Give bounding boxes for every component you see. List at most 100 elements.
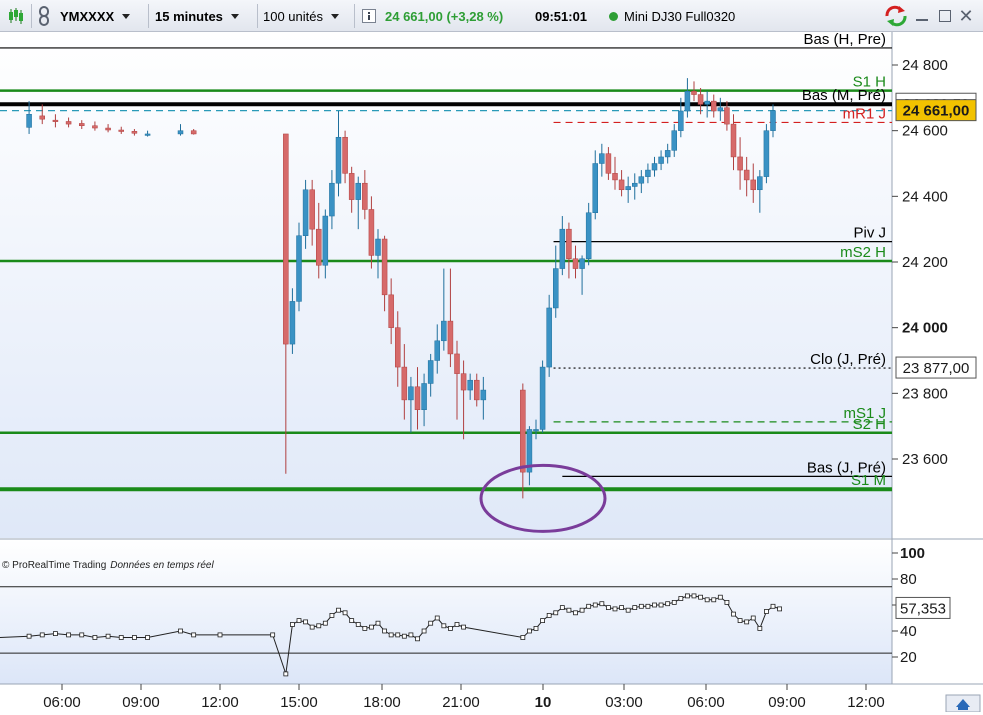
candle — [757, 170, 763, 213]
candle-body — [684, 91, 691, 112]
indicator-point — [349, 618, 355, 623]
candle-body — [671, 130, 677, 151]
candle — [348, 166, 355, 213]
candle-body — [757, 176, 763, 191]
candle-body — [599, 153, 605, 164]
info-icon[interactable] — [362, 4, 376, 28]
symbol-selector[interactable]: YMXXXX — [60, 4, 131, 28]
candle-body — [381, 238, 388, 296]
candle-body — [480, 389, 487, 401]
price-tick-label: 23 600 — [902, 451, 948, 468]
units-selector[interactable]: 100 unités — [263, 4, 339, 28]
candle — [684, 78, 691, 118]
time-tick-label: 09:00 — [122, 694, 160, 711]
level-label: Clo (J, Pré) — [810, 351, 886, 368]
price-tick-label: 24 600 — [902, 123, 948, 140]
indicator-point — [118, 635, 124, 640]
candle — [717, 97, 724, 121]
candle — [605, 147, 612, 180]
candle — [39, 104, 45, 125]
indicator-point — [685, 593, 690, 599]
time-axis[interactable]: 06:00 09:00 12:00 15:00 18:00 21:00 10 03:00 06:… — [43, 684, 885, 711]
candle-body — [704, 100, 710, 105]
candle-body — [645, 169, 651, 177]
close-icon[interactable]: ✕ — [958, 5, 974, 26]
candle-body — [553, 268, 559, 309]
candle-body — [618, 179, 625, 191]
time-tick-label: 10 — [535, 694, 552, 711]
candle — [388, 278, 394, 345]
level-label: mS2 H — [840, 244, 886, 261]
minimize-icon[interactable] — [912, 6, 932, 26]
candle-body — [368, 209, 375, 256]
timeframe-selector[interactable]: 15 minutes — [155, 4, 239, 28]
candle — [711, 94, 717, 118]
candle-body — [401, 366, 408, 401]
status-dot-icon — [608, 4, 618, 28]
candle-body — [592, 163, 598, 213]
chart-type-icon[interactable] — [4, 4, 28, 28]
time-tick-label: 03:00 — [605, 694, 643, 711]
indicator-point — [625, 607, 631, 613]
indicator-point — [296, 618, 302, 623]
indicator-point — [421, 628, 427, 634]
indicator-point — [336, 607, 341, 613]
indicator-point — [441, 623, 447, 629]
chevron-down-icon — [122, 13, 131, 19]
indicator-point — [290, 622, 295, 627]
scroll-up-button[interactable] — [945, 694, 981, 713]
indicator-point — [540, 618, 545, 623]
candle — [671, 124, 677, 157]
candle-body — [638, 176, 645, 184]
candle-body — [770, 110, 776, 131]
indicator-point — [731, 611, 736, 617]
indicator-badge-label: 57,353 — [900, 600, 946, 617]
candle-body — [289, 301, 296, 345]
annotation-layer — [479, 463, 607, 533]
candle-body — [612, 173, 618, 181]
candle — [105, 124, 111, 133]
candle — [743, 156, 750, 197]
candle-body — [302, 189, 309, 236]
candle — [770, 104, 776, 138]
candle — [329, 170, 335, 230]
indicator-point — [527, 628, 532, 634]
candle — [592, 150, 598, 220]
candle — [559, 216, 566, 276]
indicator-point — [566, 607, 572, 613]
candle-body — [533, 429, 539, 432]
candle — [316, 202, 322, 279]
indicator-point — [770, 603, 776, 609]
timeframe-label: 15 minutes — [155, 8, 223, 24]
indicator-point — [757, 626, 763, 631]
candle-body — [177, 130, 184, 135]
candle — [177, 124, 184, 136]
indicator-pane-background — [0, 540, 892, 684]
indicator-point — [388, 632, 394, 638]
refresh-icon[interactable] — [883, 4, 909, 28]
indicator-point — [711, 597, 717, 603]
candle-body — [763, 130, 770, 177]
indicator-point — [717, 594, 723, 600]
indicator-point — [415, 636, 420, 642]
price-axis[interactable]: 24 800 24 600 24 400 24 200 24 000 23 800 23 6… — [892, 57, 948, 468]
indicator-point — [316, 623, 322, 629]
candle — [65, 117, 72, 128]
instrument-name: Mini DJ30 Full0320 — [624, 8, 736, 24]
level-label: S1 H — [853, 74, 886, 91]
indicator-point — [652, 602, 657, 608]
maximize-icon[interactable] — [935, 6, 955, 26]
indicator-point — [454, 622, 460, 627]
price-badge-label: 23 877,00 — [903, 360, 970, 377]
indicator-point — [191, 632, 197, 638]
candle-body — [447, 320, 454, 355]
candle — [612, 156, 618, 190]
chart-panel[interactable]: Bas (H, Pre) S1 H Bas (M, Pré) mR1 J Piv J mS… — [0, 31, 983, 713]
candle — [750, 163, 756, 203]
indicator-point — [322, 620, 328, 626]
link-icon[interactable] — [35, 4, 53, 28]
candle — [335, 110, 342, 197]
candle-body — [395, 327, 401, 368]
symbol-label: YMXXXX — [60, 8, 115, 24]
